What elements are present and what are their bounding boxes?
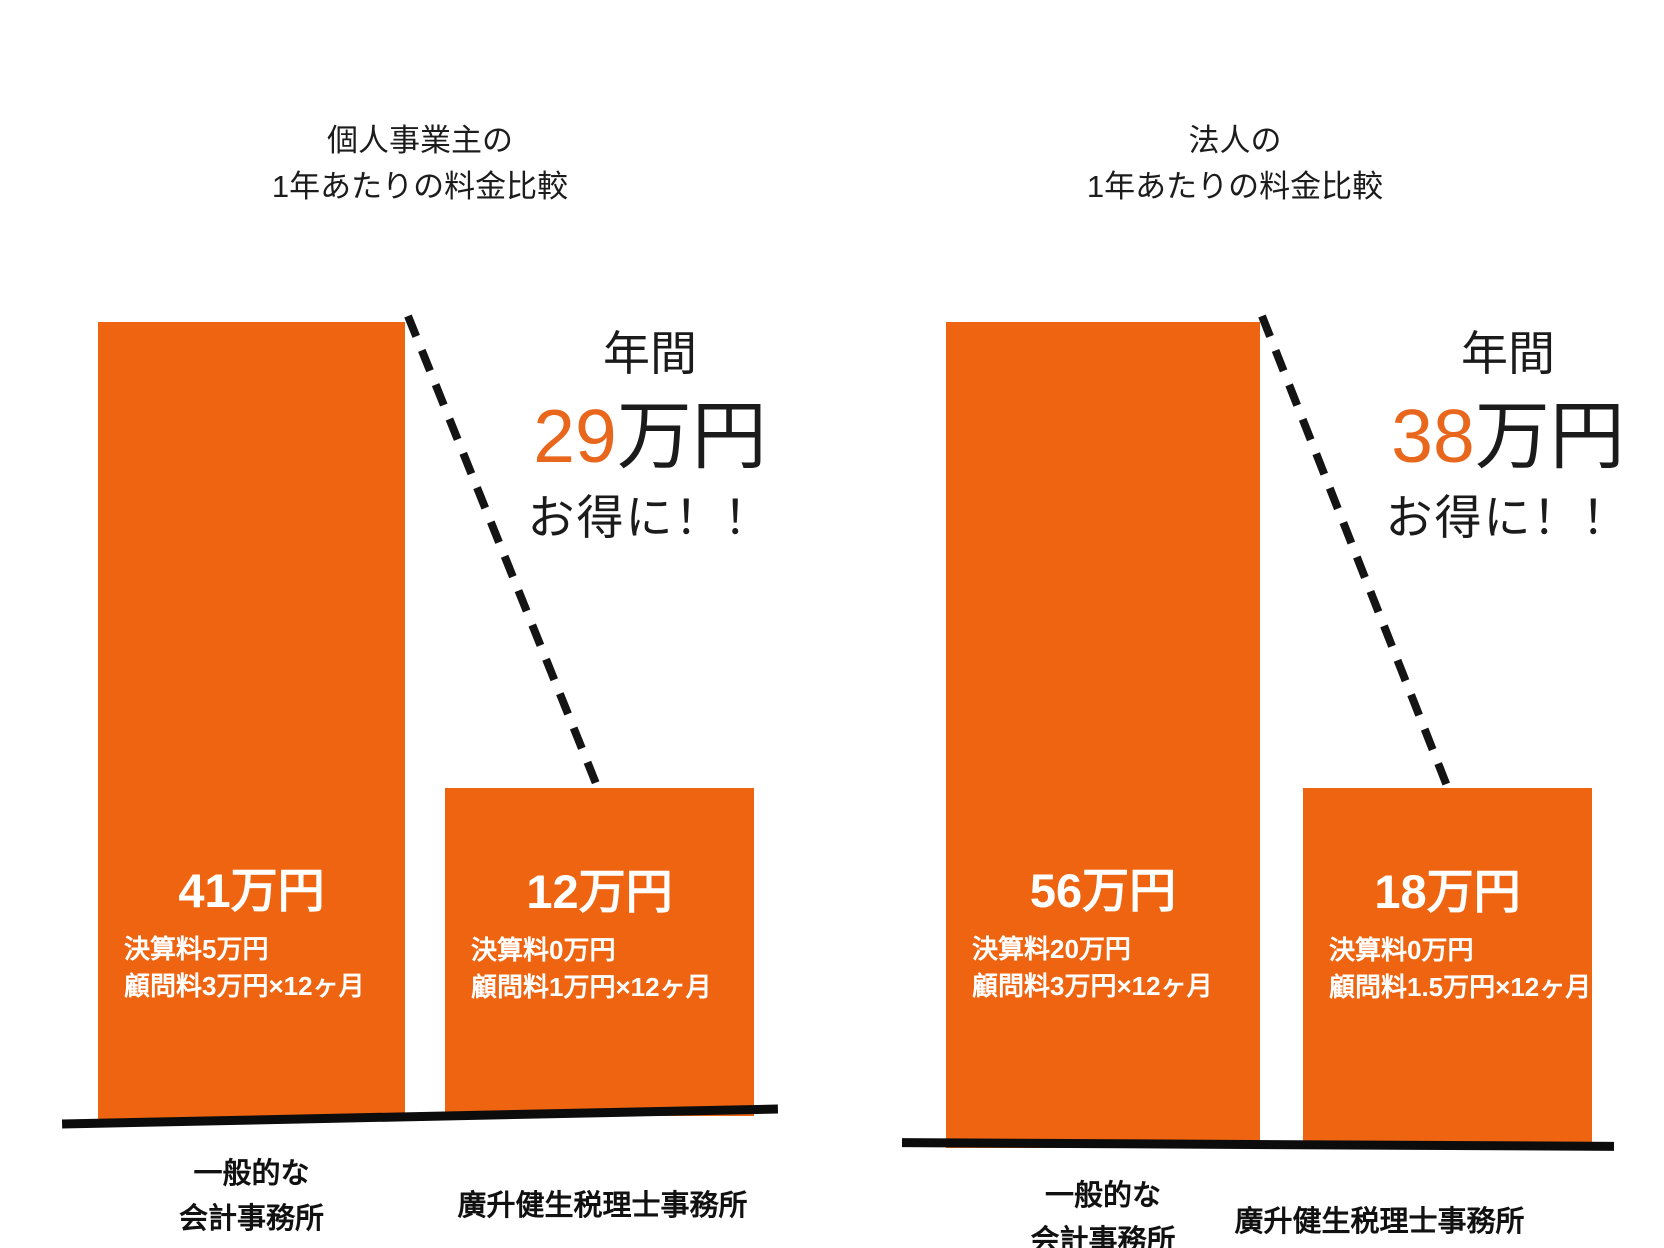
bar-detail-line1: 決算料0万円 [471, 935, 616, 965]
axis-label-hiromasu-firm-corp: 廣升健生税理士事務所 [1192, 1200, 1567, 1245]
axis-label-line2: 会計事務所 [1030, 1224, 1176, 1248]
bar-generic-firm-sole: 41万円 決算料5万円 顧問料3万円×12ヶ月 [98, 322, 405, 1120]
axis-label-line1: 廣升健生税理士事務所 [457, 1190, 748, 1222]
chart-title-line1: 個人事業主の [327, 123, 513, 158]
savings-unit: 万円 [1474, 394, 1625, 478]
savings-unit: 万円 [616, 394, 767, 478]
bar-detail-text: 決算料0万円 顧問料1.5万円×12ヶ月 [1329, 932, 1591, 1006]
bar-detail-line1: 決算料0万円 [1329, 935, 1474, 965]
bar-value-label: 41万円 [178, 864, 325, 917]
axis-label-line1: 一般的な [193, 1158, 310, 1190]
chart-title-corporation: 法人の 1年あたりの料金比較 [985, 118, 1485, 210]
bar-value-label: 12万円 [526, 865, 673, 918]
bar-detail-text: 決算料5万円 顧問料3万円×12ヶ月 [124, 931, 365, 1005]
axis-label-line1: 廣升健生税理士事務所 [1234, 1206, 1525, 1238]
savings-suffix: お得に！！ [1385, 491, 1631, 544]
axis-label-line2: 会計事務所 [178, 1202, 324, 1235]
bar-detail-line2: 顧問料1.5万円×12ヶ月 [1329, 971, 1592, 1002]
savings-amount: 38 [1391, 394, 1475, 478]
axis-label-hiromasu-firm-sole: 廣升健生税理士事務所 [415, 1184, 790, 1229]
bar-detail-text: 決算料20万円 顧問料3万円×12ヶ月 [972, 931, 1213, 1005]
bar-generic-firm-corp: 56万円 決算料20万円 顧問料3万円×12ヶ月 [946, 322, 1260, 1148]
bar-detail-line2: 顧問料3万円×12ヶ月 [124, 970, 365, 1001]
savings-amount-line: 29万円 [460, 399, 840, 474]
bar-detail-line1: 決算料5万円 [124, 934, 269, 964]
bar-hiromasu-firm-corp: 18万円 決算料0万円 顧問料1.5万円×12ヶ月 [1303, 788, 1592, 1148]
savings-prefix: 年間 [1461, 327, 1555, 380]
savings-annotation-corp: 年間 38万円 お得に！！ [1318, 330, 1664, 541]
savings-amount-line: 38万円 [1318, 399, 1664, 474]
savings-annotation-sole: 年間 29万円 お得に！！ [460, 330, 840, 541]
bar-hiromasu-firm-sole: 12万円 決算料0万円 顧問料1万円×12ヶ月 [445, 788, 754, 1116]
bar-value-label: 56万円 [1029, 864, 1177, 917]
bar-value-label: 18万円 [1374, 865, 1521, 918]
chart-title-line1: 法人の [1188, 123, 1282, 158]
bar-detail-text: 決算料0万円 顧問料1万円×12ヶ月 [471, 932, 712, 1006]
chart-title-sole-proprietor: 個人事業主の 1年あたりの料金比較 [170, 118, 670, 210]
bar-detail-line1: 決算料20万円 [972, 934, 1131, 964]
savings-suffix: お得に！！ [527, 491, 773, 544]
chart-title-line2: 1年あたりの料金比較 [271, 168, 569, 204]
axis-label-generic-firm-sole: 一般的な 会計事務所 [98, 1152, 405, 1242]
bar-detail-line2: 顧問料1万円×12ヶ月 [471, 971, 712, 1002]
chart-title-line2: 1年あたりの料金比較 [1086, 168, 1384, 204]
savings-prefix: 年間 [603, 327, 697, 380]
axis-label-generic-firm-corp: 一般的な 会計事務所 [946, 1174, 1260, 1248]
axis-label-line1: 一般的な [1044, 1180, 1161, 1212]
savings-amount: 29 [533, 394, 617, 478]
bar-detail-line2: 顧問料3万円×12ヶ月 [972, 970, 1213, 1001]
